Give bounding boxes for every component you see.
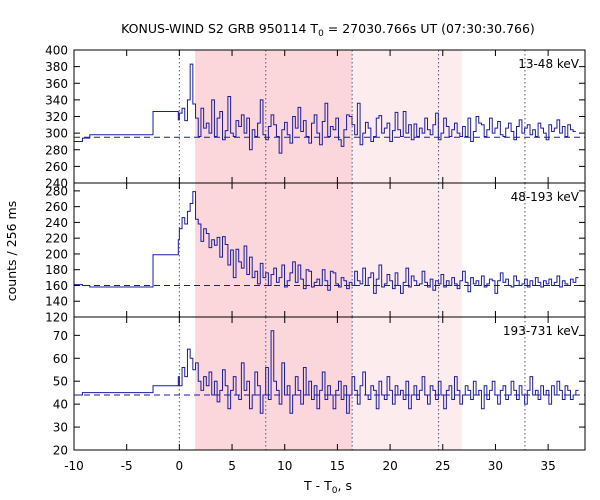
panel-1: 240 260 280 300 320 340 360 380 400 13-48 keV (45, 44, 586, 191)
y-tick-label: 260 (45, 160, 68, 174)
chart-title-subscript: 0 (318, 29, 324, 39)
count-rate-series-1 (74, 330, 579, 414)
panel-3: 20 30 40 50 60 70 193-731 keV (53, 316, 586, 458)
x-tick-label: 10 (277, 459, 292, 473)
x-tick-label: 5 (228, 459, 236, 473)
x-tick-label: 25 (435, 459, 450, 473)
x-axis-label-suffix: , s (338, 478, 352, 493)
x-tick-label: -5 (121, 459, 133, 473)
x-axis-label: T - T0, s (303, 478, 352, 496)
x-tick-label: 30 (488, 459, 503, 473)
y-tick-label: 120 (45, 311, 68, 325)
x-axis-label-prefix: T - T (303, 478, 332, 493)
y-tick-label: 320 (45, 110, 68, 124)
panel-energy-label: 193-731 keV (503, 324, 580, 338)
chart-title-suffix: = 27030.766s UT (07:30:30.766) (324, 21, 535, 36)
shaded-interval-2 (352, 183, 462, 317)
y-tick-label: 220 (45, 232, 68, 246)
chart-title-prefix: KONUS-WIND S2 GRB 950114 T (121, 21, 318, 36)
y-tick-label: 280 (45, 143, 68, 157)
y-tick-label: 340 (45, 93, 68, 107)
y-tick-label: 140 (45, 295, 68, 309)
x-tick-label: -10 (64, 459, 84, 473)
y-tick-label: 260 (45, 200, 68, 214)
y-tick-label: 300 (45, 127, 68, 141)
y-tick-label: 380 (45, 60, 68, 74)
y-tick-label: 20 (53, 444, 68, 458)
y-tick-label: 200 (45, 247, 68, 261)
panel-frame (73, 316, 586, 451)
y-tick-label: 240 (45, 177, 68, 191)
y-tick-label: 40 (53, 398, 68, 412)
y-tick-label: 240 (45, 216, 68, 230)
y-tick-label: 180 (45, 263, 68, 277)
shaded-interval-2 (352, 50, 462, 183)
panel-energy-label: 48-193 keV (511, 190, 580, 204)
count-rate-series-1 (74, 191, 579, 294)
y-tick-label: 400 (45, 44, 68, 58)
y-tick-label: 60 (53, 352, 68, 366)
chart-title: KONUS-WIND S2 GRB 950114 T0 = 27030.766s… (121, 21, 535, 39)
y-tick-label: 50 (53, 375, 68, 389)
shaded-interval-1 (195, 183, 353, 317)
x-tick-label: 20 (382, 459, 397, 473)
panel-energy-label: 13-48 keV (518, 57, 580, 71)
y-tick-label: 70 (53, 329, 68, 343)
x-axis-label-subscript: 0 (332, 486, 338, 496)
x-tick-label: 0 (176, 459, 184, 473)
y-tick-label: 160 (45, 279, 68, 293)
count-rate-series-1 (74, 63, 576, 154)
x-tick-label: 35 (540, 459, 555, 473)
y-tick-label: 360 (45, 77, 68, 91)
x-tick-label: 15 (330, 459, 345, 473)
y-axis-label: counts / 256 ms (4, 201, 19, 301)
shaded-interval-2 (352, 317, 462, 450)
y-tick-label: 280 (45, 184, 68, 198)
y-tick-label: 30 (53, 421, 68, 435)
